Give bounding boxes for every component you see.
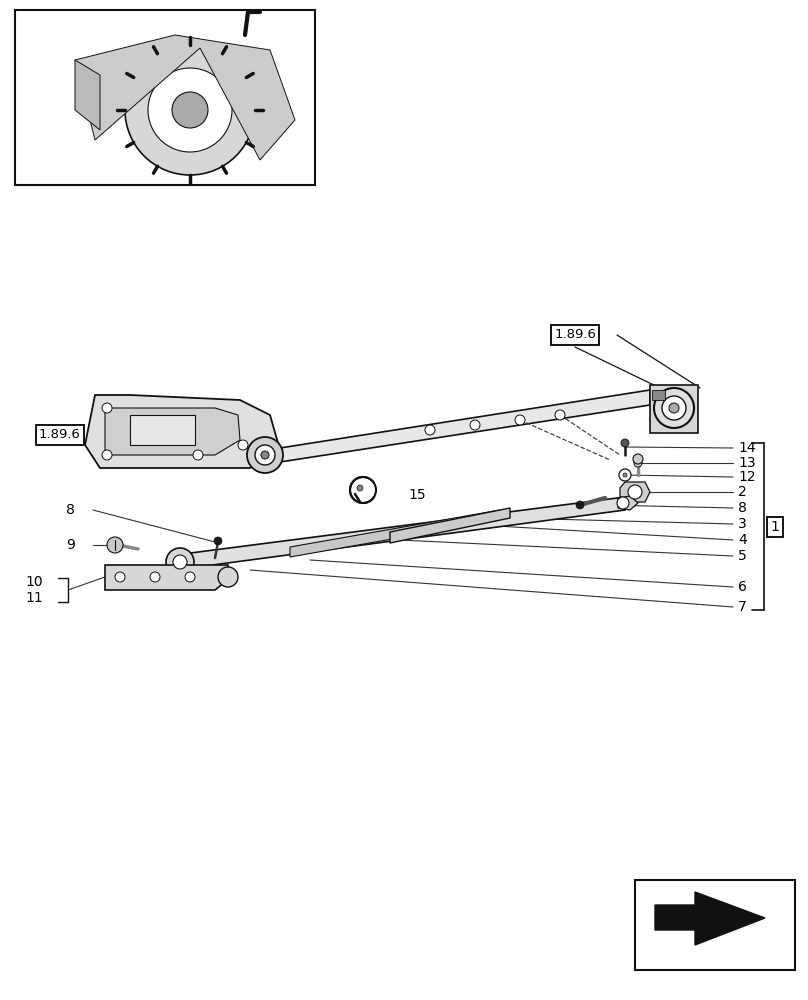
Circle shape <box>621 439 629 447</box>
Bar <box>650 385 698 433</box>
Text: 1: 1 <box>771 520 780 534</box>
Text: 4: 4 <box>738 533 747 547</box>
Circle shape <box>193 450 203 460</box>
Text: 1.89.6: 1.89.6 <box>39 428 81 442</box>
Text: 14: 14 <box>738 441 755 455</box>
Circle shape <box>623 473 627 477</box>
Circle shape <box>173 555 187 569</box>
Circle shape <box>247 437 283 473</box>
Circle shape <box>238 440 248 450</box>
Circle shape <box>218 567 238 587</box>
Polygon shape <box>75 60 100 130</box>
Text: 8: 8 <box>738 501 747 515</box>
Text: 8: 8 <box>66 503 75 517</box>
Polygon shape <box>75 35 295 160</box>
Circle shape <box>628 485 642 499</box>
Text: 10: 10 <box>25 575 43 589</box>
Circle shape <box>214 537 222 545</box>
Text: 7: 7 <box>738 600 747 614</box>
Polygon shape <box>105 408 240 455</box>
Polygon shape <box>280 390 650 462</box>
Circle shape <box>261 451 269 459</box>
Bar <box>15 10 315 185</box>
Circle shape <box>425 425 435 435</box>
Text: 1.89.6: 1.89.6 <box>554 328 596 342</box>
Text: 5: 5 <box>738 549 747 563</box>
Polygon shape <box>85 395 280 468</box>
Circle shape <box>470 420 480 430</box>
Bar <box>130 415 195 445</box>
Circle shape <box>576 501 584 509</box>
Circle shape <box>107 537 123 553</box>
Circle shape <box>255 445 275 465</box>
Polygon shape <box>655 892 765 945</box>
Circle shape <box>634 459 642 467</box>
Text: 12: 12 <box>738 470 755 484</box>
Circle shape <box>654 388 694 428</box>
Polygon shape <box>618 496 638 510</box>
Circle shape <box>102 450 112 460</box>
Circle shape <box>619 469 631 481</box>
Polygon shape <box>290 510 500 557</box>
Circle shape <box>617 497 629 509</box>
Text: 9: 9 <box>66 538 75 552</box>
Circle shape <box>125 45 255 175</box>
Circle shape <box>350 477 376 503</box>
Bar <box>635 880 795 970</box>
Circle shape <box>150 572 160 582</box>
Circle shape <box>662 396 686 420</box>
Circle shape <box>172 92 208 128</box>
Text: 13: 13 <box>738 456 755 470</box>
Circle shape <box>102 403 112 413</box>
Circle shape <box>115 572 125 582</box>
Circle shape <box>166 548 194 576</box>
Text: 6: 6 <box>738 580 747 594</box>
Circle shape <box>148 68 232 152</box>
Polygon shape <box>652 390 665 400</box>
Circle shape <box>355 482 371 498</box>
Text: 3: 3 <box>738 517 747 531</box>
Polygon shape <box>620 482 650 502</box>
Circle shape <box>185 572 195 582</box>
Polygon shape <box>390 508 510 543</box>
Text: 2: 2 <box>738 485 747 499</box>
Circle shape <box>633 454 643 464</box>
Polygon shape <box>175 497 625 570</box>
Circle shape <box>669 403 679 413</box>
Circle shape <box>515 415 525 425</box>
Text: 15: 15 <box>408 488 426 502</box>
Circle shape <box>357 485 363 491</box>
Circle shape <box>555 410 565 420</box>
Text: 11: 11 <box>25 591 43 605</box>
Polygon shape <box>105 565 230 590</box>
